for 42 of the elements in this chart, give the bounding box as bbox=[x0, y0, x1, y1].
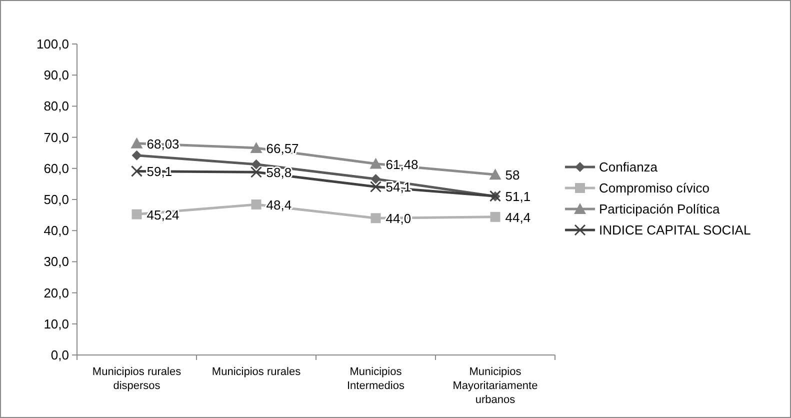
data-label: 58 bbox=[505, 168, 520, 183]
y-tick-label: 20,0 bbox=[44, 285, 69, 300]
point bbox=[132, 150, 142, 160]
data-label: 44,0 bbox=[386, 211, 412, 226]
data-label: 68,03 bbox=[146, 136, 180, 152]
y-tick-label: 60,0 bbox=[44, 160, 69, 176]
point bbox=[489, 168, 502, 180]
point bbox=[370, 174, 381, 184]
point bbox=[132, 209, 142, 220]
y-tick-label: 30,0 bbox=[44, 254, 69, 270]
x-tick-label: Municipios Intermedios bbox=[347, 366, 405, 392]
x-tick-label: Municipios Mayoritariamente urbanos bbox=[452, 366, 538, 406]
point bbox=[251, 199, 262, 210]
y-tick-label: 10,0 bbox=[44, 316, 69, 332]
x-tick-label: Municipios rurales dispersos bbox=[92, 366, 182, 392]
data-label: 45,24 bbox=[146, 207, 180, 222]
y-tick-label: 100,0 bbox=[36, 36, 69, 52]
data-label: 66,57 bbox=[266, 140, 299, 156]
y-tick-label: 90,0 bbox=[44, 68, 69, 83]
point bbox=[490, 212, 500, 222]
point bbox=[251, 159, 262, 170]
y-tick-label: 70,0 bbox=[44, 130, 69, 145]
data-label: 61,48 bbox=[386, 156, 418, 172]
point bbox=[250, 142, 262, 153]
point bbox=[131, 165, 142, 177]
data-label: 48,4 bbox=[266, 197, 292, 212]
point bbox=[370, 213, 381, 224]
y-tick-label: 40,0 bbox=[44, 223, 69, 238]
legend-label: INDICE CAPITAL SOCIAL bbox=[599, 222, 751, 238]
y-tick-label: 0,0 bbox=[50, 348, 69, 362]
point bbox=[370, 181, 382, 192]
legend-label: Confianza bbox=[599, 160, 658, 174]
data-label: 44,4 bbox=[505, 210, 531, 225]
y-tick-label: 50,0 bbox=[44, 192, 69, 207]
point bbox=[370, 158, 382, 169]
y-tick-label: 80,0 bbox=[44, 98, 69, 114]
point bbox=[250, 166, 262, 178]
data-label: 51,1 bbox=[505, 189, 531, 204]
point bbox=[130, 137, 143, 148]
x-tick-label: Municipios rurales bbox=[212, 366, 302, 378]
legend-label: Compromiso cívico bbox=[599, 180, 710, 196]
legend-label: Participación Política bbox=[599, 202, 720, 216]
